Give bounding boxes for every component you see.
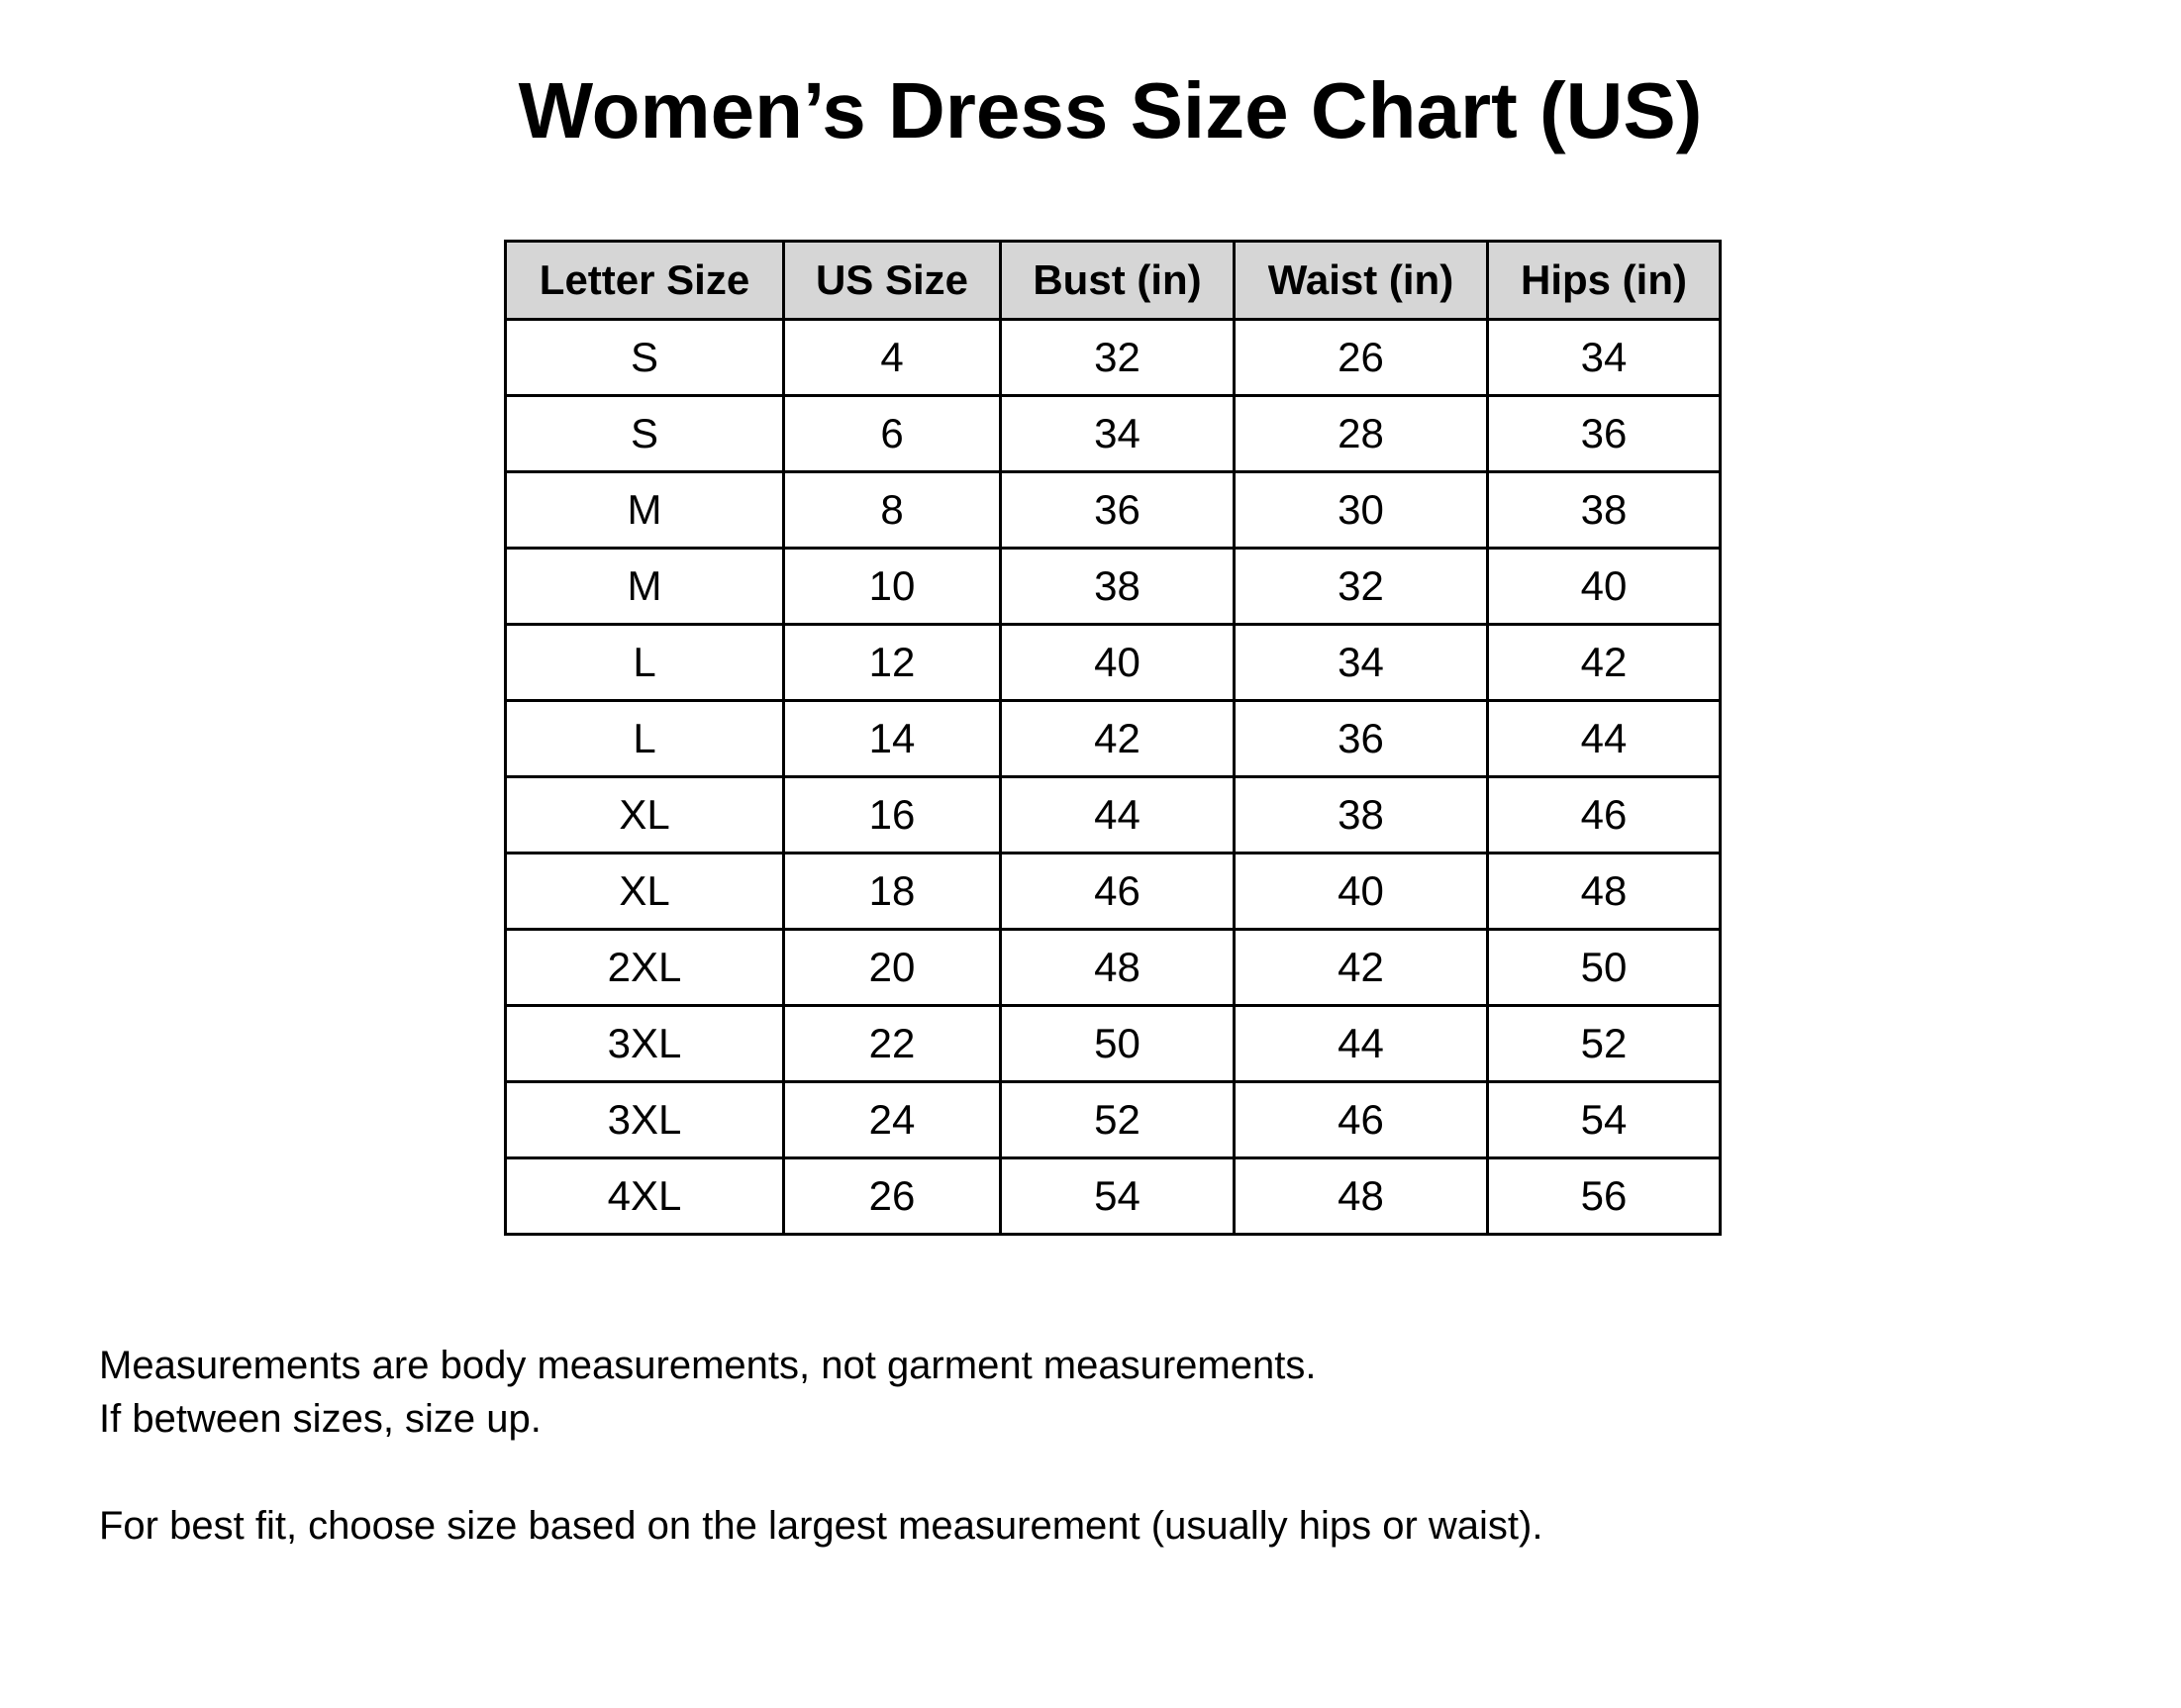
cell-letter-size: XL [504, 852, 785, 931]
cell-bust: 44 [999, 775, 1236, 854]
cell-hips: 38 [1486, 470, 1722, 550]
table-row: 4XL 26 54 48 56 [504, 1156, 1722, 1236]
header-waist: Waist (in) [1233, 240, 1489, 321]
table-row: S 4 32 26 34 [504, 318, 1722, 397]
cell-us-size: 6 [782, 394, 1002, 473]
cell-us-size: 10 [782, 547, 1002, 626]
cell-bust: 52 [999, 1080, 1236, 1159]
cell-us-size: 12 [782, 623, 1002, 702]
cell-us-size: 16 [782, 775, 1002, 854]
cell-bust: 40 [999, 623, 1236, 702]
cell-letter-size: 4XL [504, 1156, 785, 1236]
cell-hips: 44 [1486, 699, 1722, 778]
cell-us-size: 8 [782, 470, 1002, 550]
table-row: XL 18 46 40 48 [504, 852, 1722, 931]
cell-waist: 32 [1233, 547, 1489, 626]
header-letter-size: Letter Size [504, 240, 785, 321]
cell-waist: 28 [1233, 394, 1489, 473]
cell-letter-size: 2XL [504, 928, 785, 1007]
table-row: M 8 36 30 38 [504, 470, 1722, 550]
cell-bust: 48 [999, 928, 1236, 1007]
notes: Measurements are body measurements, not … [99, 1339, 1542, 1553]
table-row: M 10 38 32 40 [504, 547, 1722, 626]
cell-hips: 54 [1486, 1080, 1722, 1159]
cell-hips: 42 [1486, 623, 1722, 702]
table-row: S 6 34 28 36 [504, 394, 1722, 473]
cell-letter-size: XL [504, 775, 785, 854]
cell-bust: 42 [999, 699, 1236, 778]
cell-bust: 38 [999, 547, 1236, 626]
cell-bust: 34 [999, 394, 1236, 473]
cell-bust: 54 [999, 1156, 1236, 1236]
cell-waist: 40 [1233, 852, 1489, 931]
table-header-row: Letter Size US Size Bust (in) Waist (in)… [504, 240, 1722, 321]
page-title: Women’s Dress Size Chart (US) [518, 66, 1703, 154]
table-row: L 12 40 34 42 [504, 623, 1722, 702]
cell-waist: 36 [1233, 699, 1489, 778]
cell-us-size: 14 [782, 699, 1002, 778]
cell-bust: 32 [999, 318, 1236, 397]
cell-waist: 38 [1233, 775, 1489, 854]
note-size-up: If between sizes, size up. [99, 1397, 542, 1441]
cell-waist: 42 [1233, 928, 1489, 1007]
cell-hips: 48 [1486, 852, 1722, 931]
cell-us-size: 24 [782, 1080, 1002, 1159]
cell-letter-size: 3XL [504, 1080, 785, 1159]
cell-hips: 52 [1486, 1004, 1722, 1083]
cell-letter-size: M [504, 547, 785, 626]
table-row: 3XL 22 50 44 52 [504, 1004, 1722, 1083]
cell-hips: 56 [1486, 1156, 1722, 1236]
table-row: 2XL 20 48 42 50 [504, 928, 1722, 1007]
cell-letter-size: M [504, 470, 785, 550]
cell-hips: 46 [1486, 775, 1722, 854]
note-best-fit: For best fit, choose size based on the l… [99, 1504, 1543, 1548]
cell-us-size: 4 [782, 318, 1002, 397]
cell-hips: 36 [1486, 394, 1722, 473]
cell-us-size: 22 [782, 1004, 1002, 1083]
cell-us-size: 20 [782, 928, 1002, 1007]
cell-waist: 46 [1233, 1080, 1489, 1159]
cell-bust: 50 [999, 1004, 1236, 1083]
header-bust: Bust (in) [999, 240, 1236, 321]
cell-waist: 26 [1233, 318, 1489, 397]
table-row: 3XL 24 52 46 54 [504, 1080, 1722, 1159]
cell-us-size: 26 [782, 1156, 1002, 1236]
cell-waist: 44 [1233, 1004, 1489, 1083]
cell-letter-size: L [504, 623, 785, 702]
cell-letter-size: 3XL [504, 1004, 785, 1083]
cell-letter-size: S [504, 318, 785, 397]
cell-waist: 48 [1233, 1156, 1489, 1236]
cell-hips: 50 [1486, 928, 1722, 1007]
cell-letter-size: S [504, 394, 785, 473]
header-hips: Hips (in) [1486, 240, 1722, 321]
cell-hips: 40 [1486, 547, 1722, 626]
note-body-measurements: Measurements are body measurements, not … [99, 1344, 1317, 1387]
table-row: XL 16 44 38 46 [504, 775, 1722, 854]
cell-bust: 36 [999, 470, 1236, 550]
cell-hips: 34 [1486, 318, 1722, 397]
cell-us-size: 18 [782, 852, 1002, 931]
cell-waist: 30 [1233, 470, 1489, 550]
cell-bust: 46 [999, 852, 1236, 931]
header-us-size: US Size [782, 240, 1002, 321]
cell-letter-size: L [504, 699, 785, 778]
size-chart-table: Letter Size US Size Bust (in) Waist (in)… [504, 240, 1722, 1236]
cell-waist: 34 [1233, 623, 1489, 702]
table-row: L 14 42 36 44 [504, 699, 1722, 778]
